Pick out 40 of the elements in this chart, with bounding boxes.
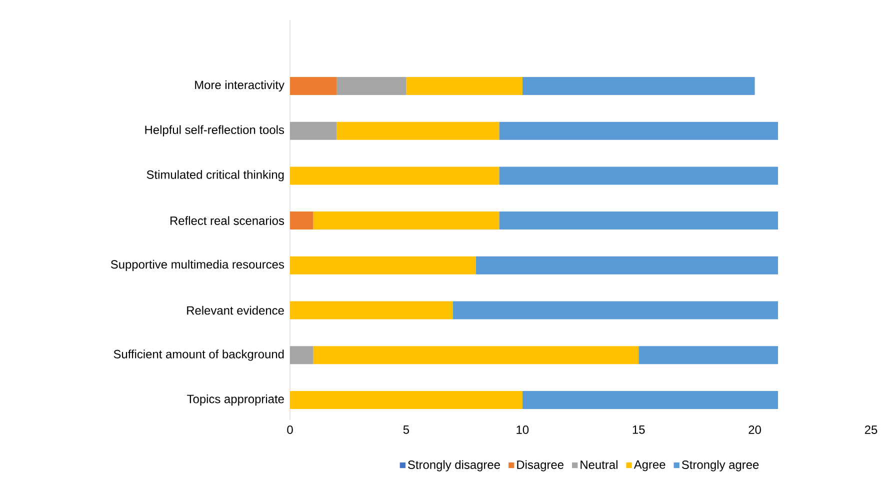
bar — [499, 166, 778, 185]
y-tick-label: Sufficient amount of background — [114, 350, 284, 361]
bar — [313, 212, 500, 230]
bar — [452, 301, 778, 320]
x-tick-label: 15 — [632, 426, 645, 434]
bar — [522, 391, 778, 410]
bar — [290, 76, 336, 95]
y-tick-label: Relevant evidence — [187, 306, 284, 315]
bar — [499, 212, 778, 230]
bar — [290, 391, 522, 410]
bar — [290, 212, 314, 230]
bar — [313, 346, 639, 364]
bar — [522, 76, 755, 95]
bar — [638, 346, 778, 364]
x-tick-label: 0 — [287, 426, 293, 434]
x-tick-label: 10 — [516, 426, 529, 434]
bar — [290, 166, 500, 185]
bar — [406, 76, 522, 95]
legend-label: Neutral — [580, 460, 618, 469]
y-tick-label: Reflect real scenarios — [170, 216, 284, 225]
legend-label: Agree — [634, 460, 666, 472]
x-tick-label: 25 — [864, 426, 878, 434]
y-tick-label: Supportive multimedia resources — [110, 260, 284, 272]
bar — [336, 122, 500, 140]
bar — [499, 122, 778, 140]
y-tick-label: Helpful self-reflection tools — [145, 125, 284, 136]
bar — [290, 301, 453, 320]
y-tick-label: Topics appropriate — [187, 394, 284, 406]
legend-label: Strongly agree — [682, 460, 759, 472]
x-tick-label: 5 — [403, 426, 410, 434]
bar — [336, 76, 406, 95]
legend-label: Disagree — [517, 460, 564, 472]
bar — [290, 256, 476, 274]
y-tick-label: More interactivity — [195, 80, 284, 92]
bar — [290, 346, 314, 364]
legend-label: Strongly disagree — [408, 460, 500, 472]
bar — [290, 122, 336, 140]
x-tick-label: 20 — [748, 426, 761, 434]
bar — [476, 256, 778, 274]
y-tick-label: Stimulated critical thinking — [146, 170, 284, 182]
